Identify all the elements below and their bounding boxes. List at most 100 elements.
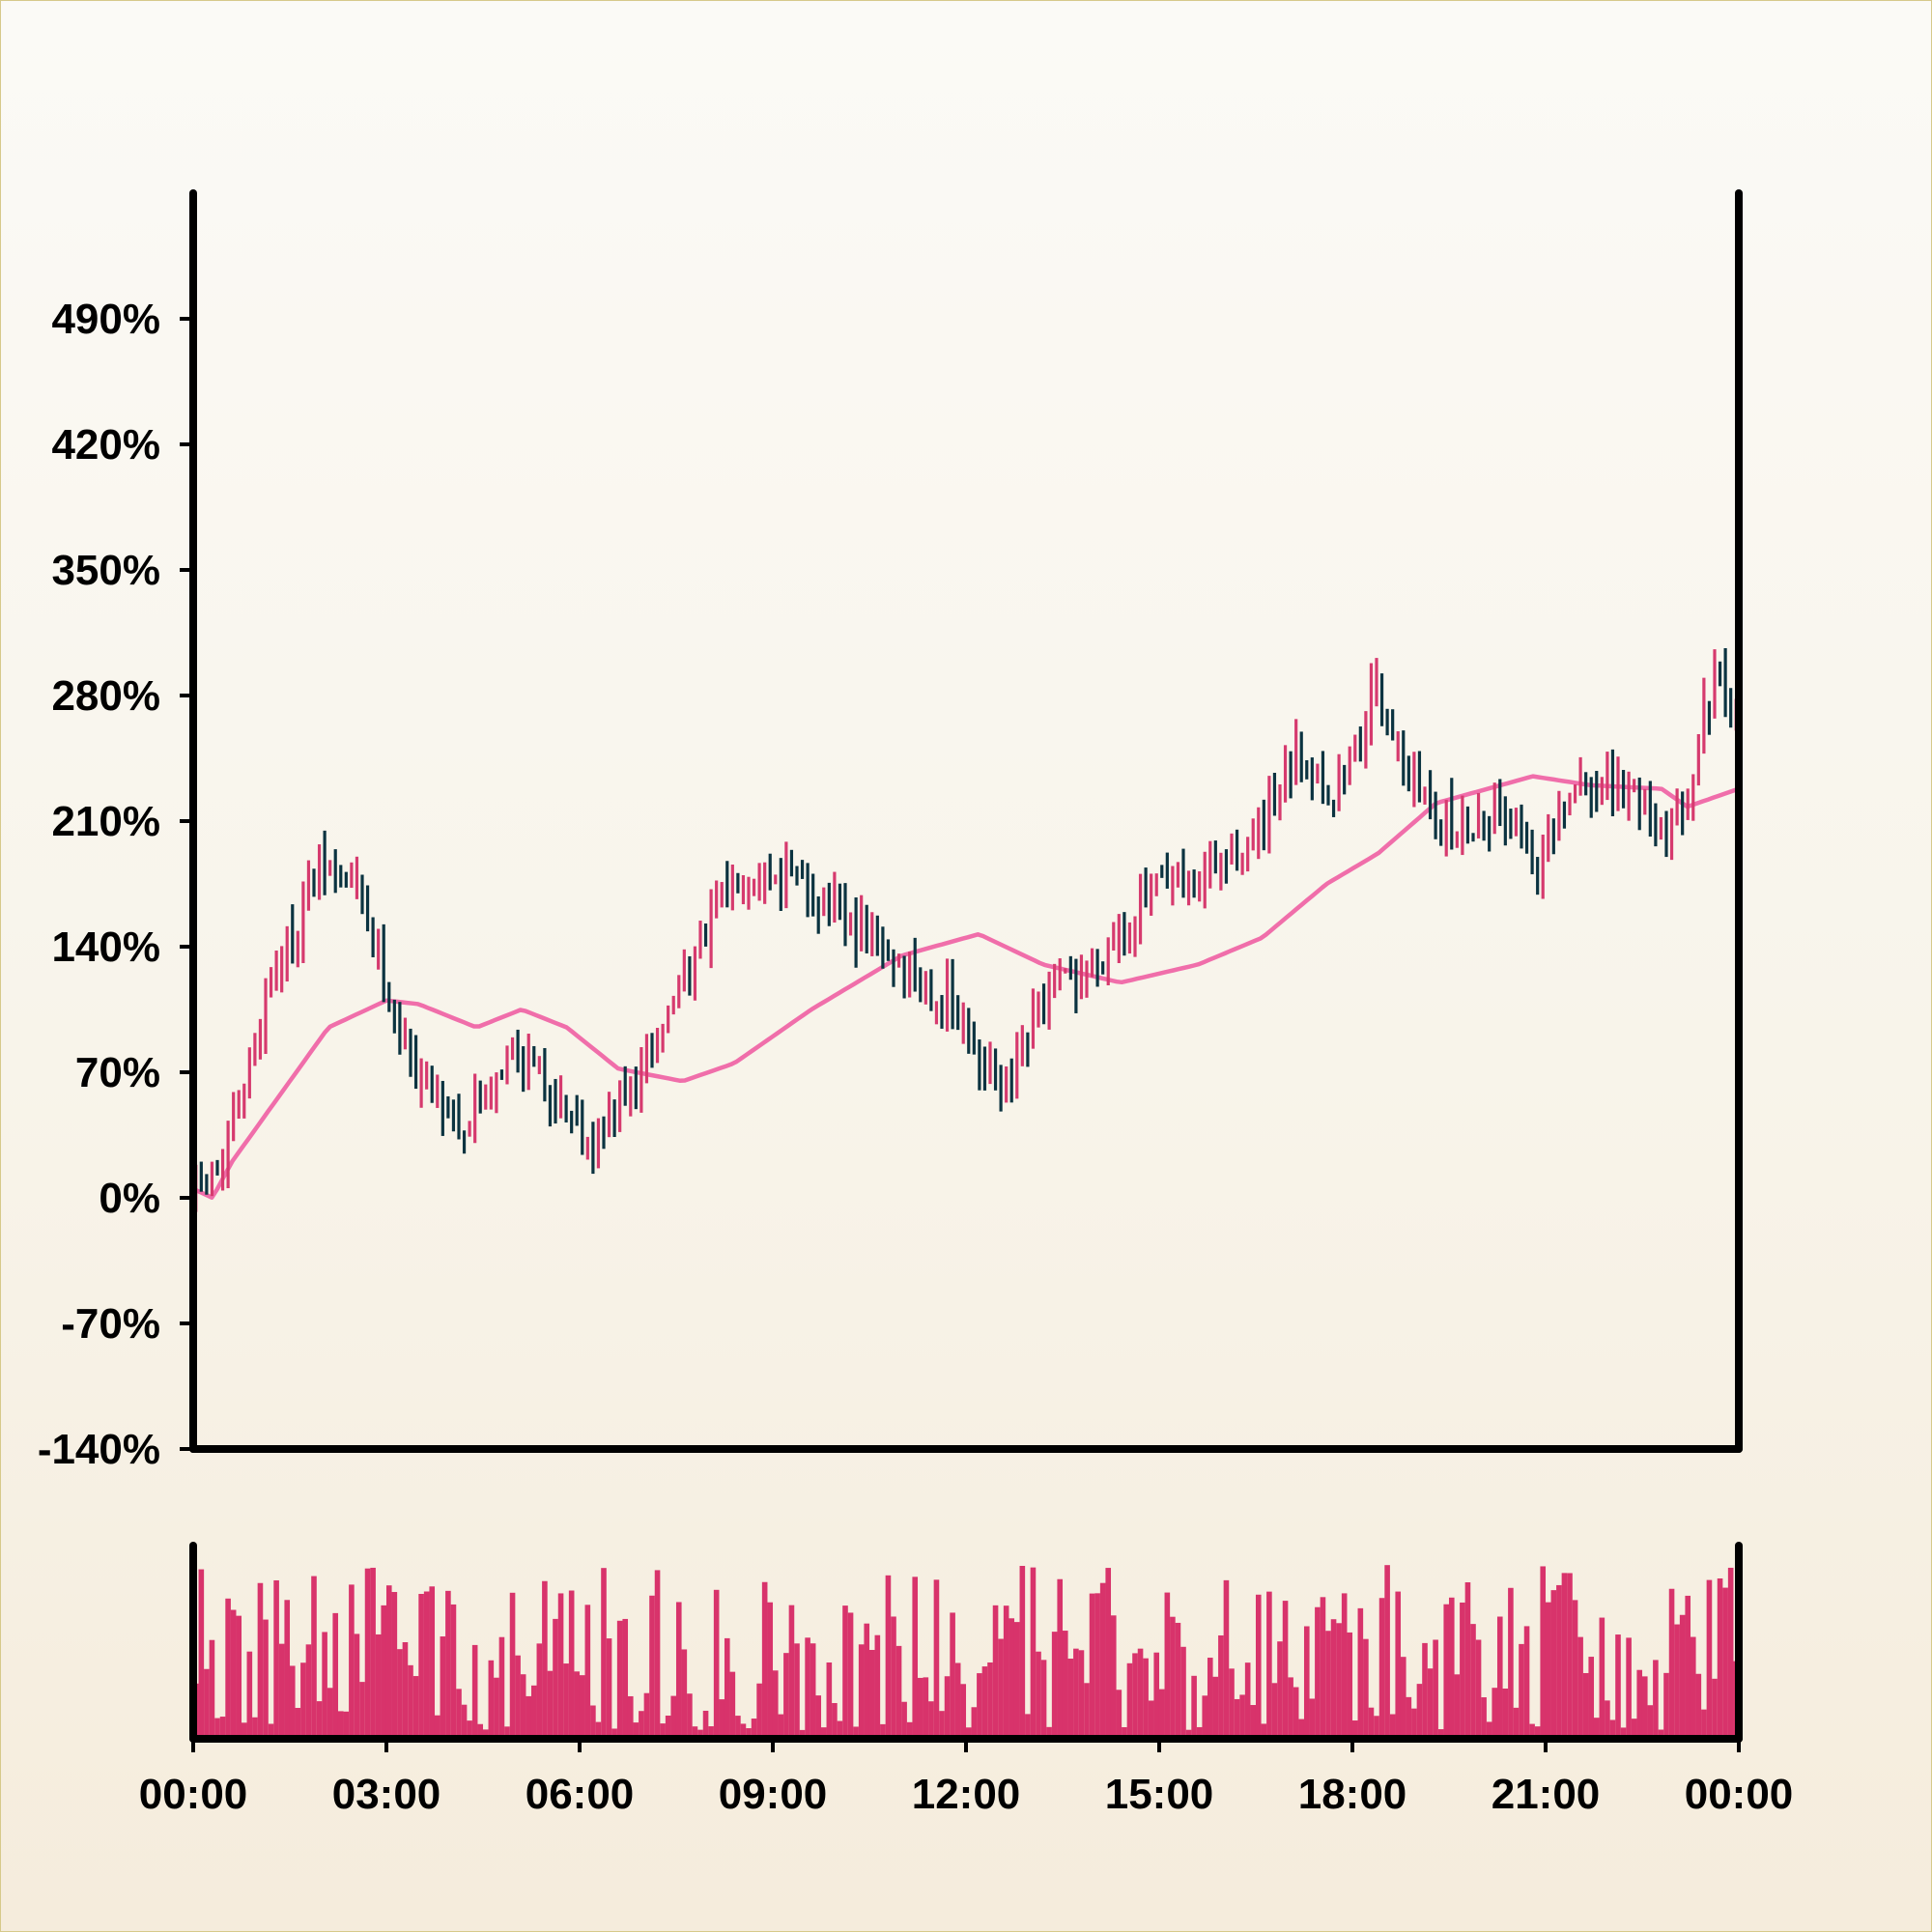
volume-bar <box>1588 1657 1595 1739</box>
volume-bar <box>917 1677 923 1739</box>
volume-bar <box>1615 1634 1621 1739</box>
volume-bar <box>1545 1602 1551 1739</box>
volume-bar <box>1641 1676 1648 1739</box>
volume-bar <box>311 1576 317 1739</box>
volume-bar <box>1690 1636 1696 1739</box>
volume-bar <box>198 1569 205 1739</box>
volume-bar <box>209 1639 215 1739</box>
volume-bar <box>1303 1626 1310 1739</box>
volume-bar <box>1180 1646 1186 1739</box>
volume-bar <box>1722 1587 1728 1739</box>
volume-bar <box>1261 1723 1267 1739</box>
volume-bar <box>359 1682 365 1739</box>
volume-bar <box>891 1616 896 1739</box>
volume-bar <box>412 1676 419 1739</box>
volume-bar <box>1196 1726 1203 1739</box>
volume-bar <box>1582 1672 1589 1739</box>
volume-bars <box>192 1565 1740 1739</box>
volume-bar <box>868 1650 875 1739</box>
volume-bar <box>622 1618 629 1739</box>
volume-bar <box>391 1592 398 1739</box>
volume-bar <box>295 1708 301 1739</box>
volume-bar <box>1089 1593 1095 1739</box>
volume-bar <box>1470 1624 1476 1739</box>
volume-bar <box>327 1688 333 1739</box>
volume-bar <box>670 1695 677 1739</box>
volume-bar <box>1309 1698 1316 1739</box>
volume-bar <box>639 1711 644 1739</box>
x-tick-label: 03:00 <box>332 1771 441 1818</box>
volume-bar <box>381 1605 387 1739</box>
volume-bar <box>1357 1607 1364 1739</box>
volume-bar <box>1663 1672 1669 1739</box>
volume-bar <box>568 1590 575 1739</box>
volume-bar <box>584 1605 591 1739</box>
volume-bar <box>928 1701 934 1739</box>
volume-bar <box>954 1662 961 1739</box>
volume-bar <box>498 1636 505 1739</box>
volume-bar <box>740 1723 747 1739</box>
y-tick-label: 0% <box>99 1175 160 1222</box>
volume-bar <box>370 1567 376 1739</box>
volume-bar <box>434 1715 440 1739</box>
volume-bar <box>1448 1597 1455 1739</box>
volume-bar <box>1084 1683 1090 1739</box>
volume-bar <box>1126 1662 1133 1739</box>
volume-bar <box>557 1593 564 1739</box>
volume-bar <box>702 1710 709 1739</box>
volume-bar <box>461 1704 468 1739</box>
volume-bar <box>375 1634 382 1739</box>
volume-bar <box>1191 1675 1197 1739</box>
volume-bar <box>1137 1648 1144 1739</box>
moving-average-line <box>194 774 1742 1200</box>
volume-bar <box>1502 1688 1509 1739</box>
volume-bar <box>687 1693 693 1739</box>
volume-bar <box>1046 1726 1052 1739</box>
volume-bar <box>246 1651 253 1739</box>
volume-bar <box>1363 1638 1369 1739</box>
volume-bar <box>526 1695 532 1739</box>
volume-bar <box>1653 1660 1659 1739</box>
volume-bar <box>1481 1697 1487 1739</box>
volume-bar <box>1266 1591 1272 1739</box>
volume-bar <box>1631 1719 1637 1739</box>
x-tick-label: 15:00 <box>1105 1771 1214 1818</box>
volume-bar <box>1389 1714 1396 1739</box>
volume-bar <box>236 1615 242 1739</box>
volume-bar <box>1368 1707 1375 1739</box>
volume-bar <box>601 1568 607 1739</box>
volume-bar <box>1040 1660 1047 1739</box>
volume-bar <box>761 1581 768 1739</box>
volume-bar <box>1030 1567 1037 1739</box>
volume-bar <box>1250 1705 1257 1739</box>
volume-bar <box>563 1663 569 1739</box>
volume-bar <box>1556 1584 1562 1739</box>
volume-bar <box>225 1598 231 1739</box>
volume-bar <box>1271 1683 1278 1739</box>
volume-bar <box>901 1701 907 1739</box>
volume-bar <box>418 1594 424 1739</box>
y-tick-label: 280% <box>51 672 160 720</box>
volume-bar <box>633 1722 639 1739</box>
volume-bar <box>847 1612 854 1739</box>
volume-bar <box>1701 1709 1707 1739</box>
volume-bar <box>842 1605 848 1739</box>
volume-bar <box>471 1644 478 1739</box>
volume-bar <box>204 1668 210 1739</box>
volume-bar <box>364 1568 371 1739</box>
volume-bar <box>1400 1657 1406 1739</box>
volume-bar <box>456 1689 462 1739</box>
y-tick-label: 210% <box>51 798 160 845</box>
volume-bar <box>756 1683 762 1739</box>
ohlc-bars <box>194 647 1738 1212</box>
volume-bar <box>530 1685 537 1739</box>
volume-bar <box>1717 1577 1723 1739</box>
volume-bar <box>611 1728 617 1739</box>
volume-bar <box>837 1720 843 1739</box>
volume-bar <box>300 1662 306 1739</box>
y-tick-label: -70% <box>61 1300 160 1348</box>
volume-bar <box>1239 1694 1245 1739</box>
volume-bar <box>1475 1639 1482 1739</box>
volume-bar <box>482 1729 489 1739</box>
volume-bar <box>219 1717 226 1739</box>
